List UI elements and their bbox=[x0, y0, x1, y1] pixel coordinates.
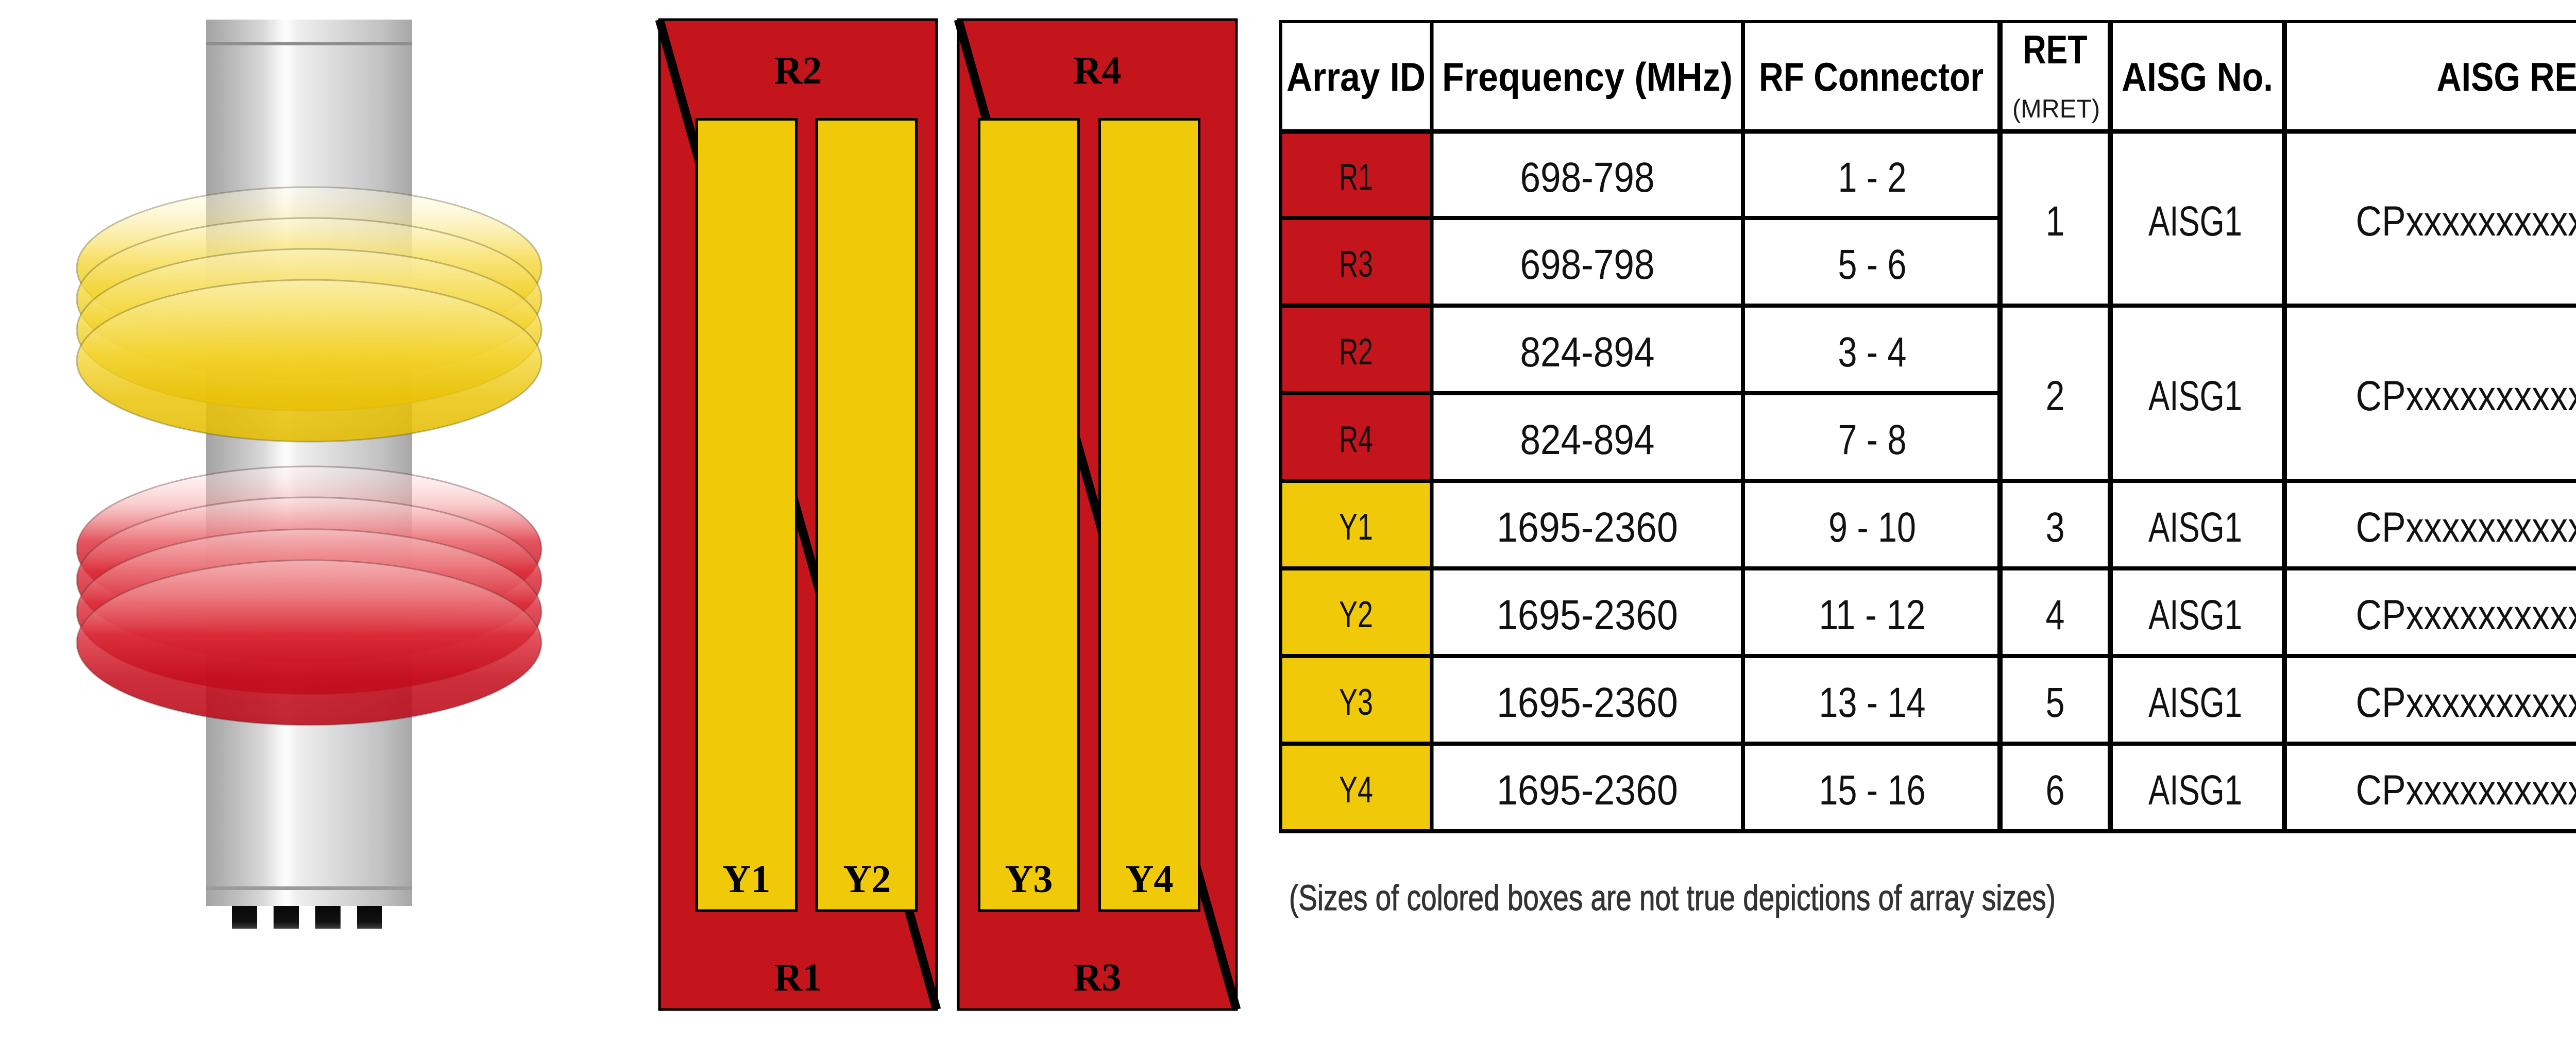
svg-text:1695-2360: 1695-2360 bbox=[1497, 767, 1678, 814]
svg-text:698-798: 698-798 bbox=[1520, 241, 1655, 288]
svg-text:CPxxxxxxxxxxxxxxMM.1: CPxxxxxxxxxxxxxxMM.1 bbox=[2356, 198, 2576, 245]
svg-text:3 - 4: 3 - 4 bbox=[1838, 329, 1907, 376]
svg-text:R2: R2 bbox=[774, 49, 822, 92]
svg-text:824-894: 824-894 bbox=[1520, 329, 1655, 376]
svg-text:CPxxxxxxxxxxxxxxMM.3: CPxxxxxxxxxxxxxxMM.3 bbox=[2356, 504, 2576, 551]
svg-text:R1: R1 bbox=[774, 956, 822, 999]
svg-text:CPxxxxxxxxxxxxxxMM.4: CPxxxxxxxxxxxxxxMM.4 bbox=[2356, 592, 2576, 639]
svg-text:AISG1: AISG1 bbox=[2148, 504, 2242, 551]
svg-text:1695-2360: 1695-2360 bbox=[1497, 679, 1678, 726]
svg-text:(MRET): (MRET) bbox=[2012, 94, 2100, 123]
svg-text:Y2: Y2 bbox=[1339, 594, 1373, 635]
svg-text:Y4: Y4 bbox=[1339, 769, 1373, 811]
svg-text:Y4: Y4 bbox=[1126, 858, 1174, 901]
svg-text:Y2: Y2 bbox=[843, 858, 891, 901]
svg-text:RF Connector: RF Connector bbox=[1759, 54, 1984, 99]
svg-text:Frequency (MHz): Frequency (MHz) bbox=[1442, 54, 1733, 99]
svg-text:4: 4 bbox=[2046, 592, 2065, 639]
svg-text:5 - 6: 5 - 6 bbox=[1838, 241, 1907, 288]
svg-text:RET: RET bbox=[2023, 27, 2088, 72]
svg-text:Y3: Y3 bbox=[1005, 858, 1053, 901]
svg-text:CPxxxxxxxxxxxxxxMM.2: CPxxxxxxxxxxxxxxMM.2 bbox=[2356, 373, 2576, 419]
svg-text:698-798: 698-798 bbox=[1520, 154, 1655, 201]
svg-text:5: 5 bbox=[2046, 679, 2065, 726]
svg-text:AISG1: AISG1 bbox=[2148, 373, 2242, 419]
svg-text:R3: R3 bbox=[1339, 244, 1373, 285]
svg-text:AISG No.: AISG No. bbox=[2122, 54, 2273, 99]
svg-text:1 - 2: 1 - 2 bbox=[1838, 154, 1907, 201]
svg-text:Y1: Y1 bbox=[1339, 507, 1373, 548]
svg-text:AISG1: AISG1 bbox=[2148, 767, 2242, 814]
svg-text:CPxxxxxxxxxxxxxxMM.5: CPxxxxxxxxxxxxxxMM.5 bbox=[2356, 679, 2576, 726]
svg-text:AISG1: AISG1 bbox=[2148, 679, 2242, 726]
svg-text:1695-2360: 1695-2360 bbox=[1497, 592, 1678, 639]
svg-text:R4: R4 bbox=[1074, 49, 1122, 92]
svg-text:11 - 12: 11 - 12 bbox=[1819, 592, 1926, 639]
svg-text:R4: R4 bbox=[1339, 419, 1373, 460]
svg-text:AISG RET UID: AISG RET UID bbox=[2437, 54, 2576, 99]
svg-text:824-894: 824-894 bbox=[1520, 416, 1655, 463]
svg-text:1: 1 bbox=[2046, 198, 2065, 245]
svg-text:R2: R2 bbox=[1339, 331, 1373, 373]
svg-text:3: 3 bbox=[2046, 504, 2065, 551]
svg-text:AISG1: AISG1 bbox=[2148, 198, 2242, 245]
svg-text:6: 6 bbox=[2046, 767, 2065, 814]
svg-text:9 - 10: 9 - 10 bbox=[1828, 504, 1916, 551]
svg-text:Y3: Y3 bbox=[1339, 682, 1373, 723]
svg-text:R1: R1 bbox=[1339, 157, 1373, 198]
svg-text:R3: R3 bbox=[1074, 956, 1122, 999]
svg-text:7 - 8: 7 - 8 bbox=[1838, 416, 1907, 463]
svg-text:15 - 16: 15 - 16 bbox=[1819, 767, 1926, 814]
svg-text:AISG1: AISG1 bbox=[2148, 592, 2242, 639]
svg-text:1695-2360: 1695-2360 bbox=[1497, 504, 1678, 551]
svg-text:2: 2 bbox=[2046, 373, 2065, 419]
svg-text:Y1: Y1 bbox=[723, 858, 771, 901]
svg-text:CPxxxxxxxxxxxxxxMM.6: CPxxxxxxxxxxxxxxMM.6 bbox=[2356, 767, 2576, 814]
svg-text:13 - 14: 13 - 14 bbox=[1819, 679, 1926, 726]
svg-text:Array ID: Array ID bbox=[1286, 54, 1426, 99]
svg-text:(Sizes of colored boxes are no: (Sizes of colored boxes are not true dep… bbox=[1289, 878, 2056, 918]
